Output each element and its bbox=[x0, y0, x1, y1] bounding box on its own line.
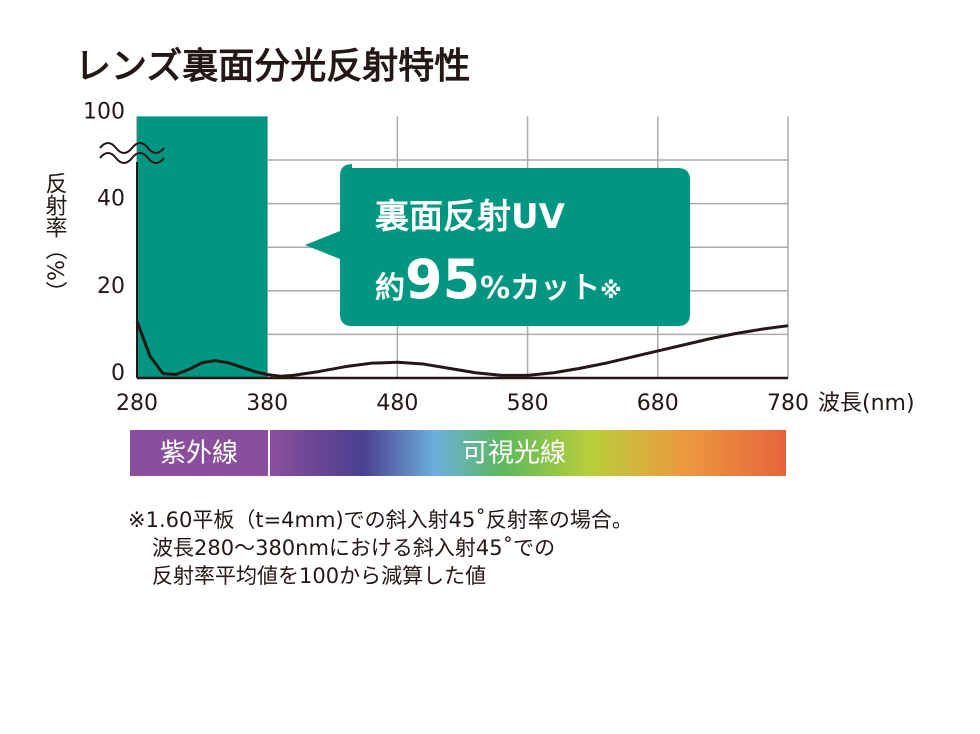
uv-band bbox=[130, 430, 268, 476]
footnote: 反射率平均値を100から減算した値 bbox=[152, 564, 486, 588]
uv-highlight bbox=[137, 116, 268, 379]
y-tick-label: 100 bbox=[83, 99, 125, 124]
callout-part: %カット bbox=[480, 271, 600, 306]
x-tick-label: 780 bbox=[767, 391, 809, 416]
callout-part: 約 bbox=[375, 271, 405, 306]
callout-part: ※ bbox=[600, 279, 621, 304]
visible-label: 可視光線 bbox=[462, 439, 566, 469]
callout-box bbox=[305, 164, 690, 326]
callout-line1: 裏面反射UV bbox=[375, 197, 566, 237]
footnote: 波長280〜380nmにおける斜入射45˚での bbox=[152, 536, 555, 560]
x-axis-label: 波長(nm) bbox=[818, 391, 915, 416]
callout-part: 95 bbox=[405, 248, 480, 311]
x-tick-label: 380 bbox=[246, 391, 288, 416]
chart-title: レンズ裏面分光反射特性 bbox=[75, 45, 470, 87]
footnote: ※1.60平板（t=4mm)での斜入射45˚反射率の場合。 bbox=[128, 508, 633, 532]
callout-line2: 約95%カット※ bbox=[375, 248, 622, 311]
y-tick-label: 20 bbox=[97, 274, 125, 299]
y-tick-label: 40 bbox=[97, 187, 125, 212]
data-line bbox=[135, 320, 789, 378]
uv-label: 紫外線 bbox=[160, 439, 238, 469]
x-tick-label: 280 bbox=[116, 391, 158, 416]
y-axis-label: 反射率（%） bbox=[42, 172, 68, 303]
axis-break bbox=[99, 142, 165, 164]
x-tick-label: 480 bbox=[376, 391, 418, 416]
x-tick-label: 680 bbox=[637, 391, 679, 416]
visible-band bbox=[270, 430, 786, 476]
x-tick-label: 580 bbox=[507, 391, 549, 416]
y-tick-label: 0 bbox=[111, 361, 125, 386]
plot-area: 0 20 40 100 280 380 480 580 680 780 bbox=[83, 99, 809, 416]
